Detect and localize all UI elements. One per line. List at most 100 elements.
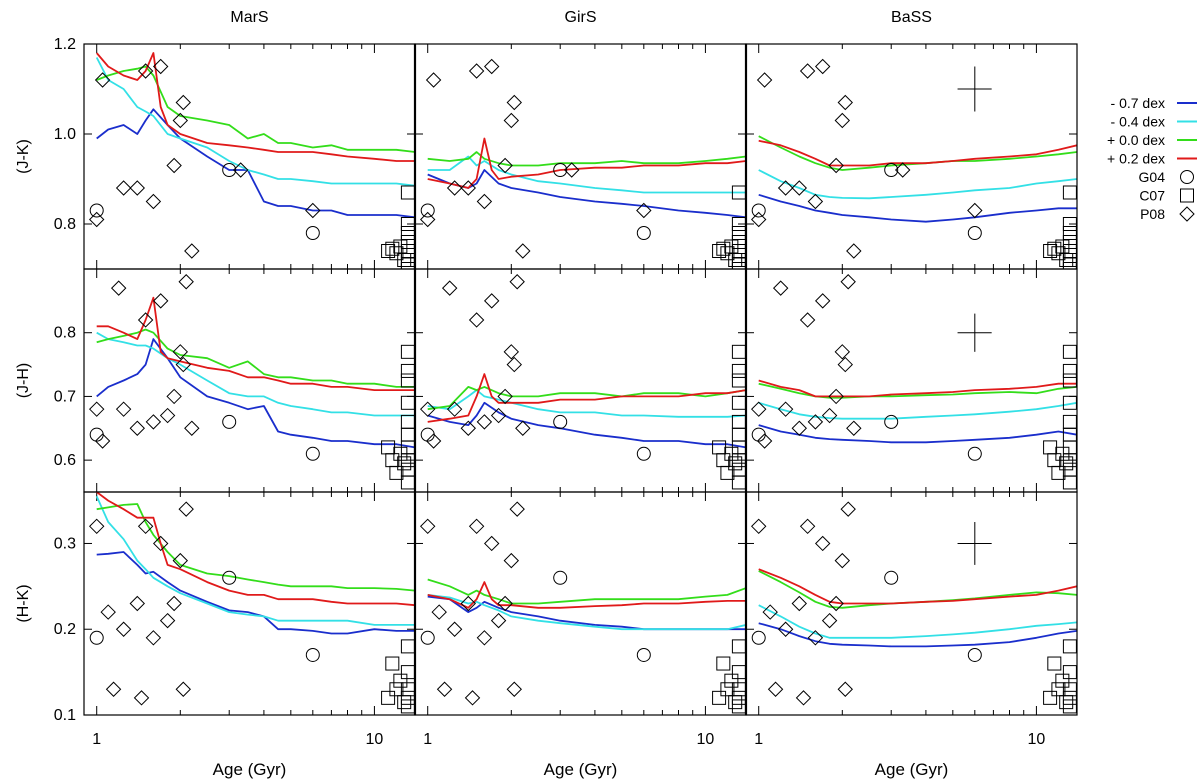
y-axis-label: (J-K) [15,139,32,174]
legend-label: + 0.0 dex [1107,132,1165,148]
panel-r0c2: BaSS [745,9,1078,270]
marker-p08 [431,604,447,620]
marker-c07 [381,690,396,705]
marker-p08 [506,356,522,373]
marker-g04 [884,163,899,177]
marker-p08 [137,312,154,328]
marker-c07 [1062,373,1077,388]
marker-p08 [506,681,522,697]
y-tick-label: 1.0 [54,126,76,143]
series-line [96,503,415,592]
series-line [758,401,1077,420]
y-tick-label: 0.3 [54,535,76,552]
panel-frame [83,43,416,270]
marker-p08 [807,193,824,210]
marker-c07 [400,262,415,269]
series-line [96,551,415,635]
marker-p08 [821,407,838,424]
marker-g04 [553,163,568,177]
marker-g04 [967,647,982,662]
marker-g04 [222,163,237,177]
x-tick-label: 1 [423,731,432,748]
marker-g04 [751,203,766,218]
marker-c07 [400,427,415,442]
marker-p08 [762,604,778,620]
marker-p08 [837,681,853,697]
marker-c07 [731,639,746,654]
panel-r1c1 [414,268,747,493]
marker-p08 [814,293,831,309]
marker-c07 [731,363,746,378]
marker-c07 [1043,244,1058,258]
marker-c07 [731,665,746,680]
marker-p08 [846,420,862,436]
marker-g04 [420,203,435,218]
series-line [427,137,746,189]
marker-p08 [791,595,807,612]
marker-p08 [137,63,154,79]
marker-p08 [799,518,816,535]
marker-p08 [767,681,784,697]
marker-c07 [731,226,746,240]
marker-p08 [837,356,853,373]
marker-p08 [807,414,824,430]
marker-p08 [152,293,169,309]
marker-p08 [110,280,127,296]
panel-frame [414,491,747,716]
panel-frame [745,268,1078,493]
marker-c07 [1062,363,1077,378]
series-line [758,135,1077,171]
marker-p08 [172,344,189,360]
marker-p08 [105,681,122,697]
y-tick-label: 1.2 [54,36,76,53]
marker-c07 [731,699,746,714]
plot-area [751,501,1077,714]
marker-p08 [515,243,531,259]
marker-c07 [385,241,400,256]
legend-label: P08 [1140,206,1165,222]
series-line [758,169,1077,200]
marker-p08 [178,501,194,517]
series-line [758,568,1077,605]
marker-p08 [145,630,162,646]
marker-p08 [94,72,111,88]
marker-p08 [497,595,513,612]
marker-p08 [137,518,154,535]
marker-g04 [553,414,568,429]
marker-c07 [393,673,408,688]
marker-g04 [967,226,982,240]
marker-g04 [636,647,651,662]
marker-c07 [381,440,396,455]
marker-p08 [172,552,189,569]
series-line [427,401,746,449]
marker-p08 [420,401,436,417]
panel-grid: MarS (J-K) 0.8 1.0 1.2 GirS BaSS (J-H) 0.6 0.7 0.8… [15,9,1078,779]
marker-p08 [166,157,182,174]
y-tick-label: 0.8 [54,216,76,233]
marker-c07 [1051,682,1066,697]
marker-g04 [636,226,651,240]
series-line [96,296,415,392]
marker-p08 [175,356,191,373]
marker-p08 [159,407,176,424]
marker-p08 [175,94,191,111]
marker-p08 [777,621,794,637]
panel-r2c2: Age (Gyr) 1 10 [745,491,1078,779]
marker-p08 [425,433,442,449]
panel-frame [745,491,1078,716]
marker-c07 [397,695,412,710]
marker-c07 [1062,185,1077,200]
marker-p08 [509,501,525,517]
marker-p08 [172,112,189,129]
marker-p08 [840,501,856,517]
marker-p08 [828,595,844,612]
marker-p08 [636,202,652,219]
marker-p08 [436,681,453,697]
marker-c07 [1043,440,1058,455]
series-line [758,424,1077,444]
legend-label: + 0.2 dex [1107,151,1165,167]
marker-p08 [967,202,983,219]
marker-g04 [636,446,651,461]
marker-c07 [1059,695,1074,710]
series-line [96,492,415,607]
